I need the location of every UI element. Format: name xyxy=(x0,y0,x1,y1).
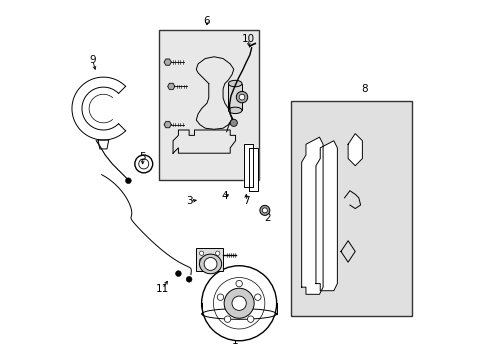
Circle shape xyxy=(217,294,223,300)
Text: 4: 4 xyxy=(221,191,228,201)
Circle shape xyxy=(199,251,203,255)
Circle shape xyxy=(175,271,181,276)
Circle shape xyxy=(224,316,230,322)
Circle shape xyxy=(235,280,242,287)
Text: 3: 3 xyxy=(185,197,192,206)
Circle shape xyxy=(254,294,261,300)
Bar xyxy=(228,84,242,111)
Polygon shape xyxy=(164,59,171,65)
Circle shape xyxy=(236,91,247,103)
Circle shape xyxy=(215,251,220,255)
Text: 5: 5 xyxy=(139,152,146,162)
Polygon shape xyxy=(248,148,258,191)
Text: 8: 8 xyxy=(360,84,366,94)
Text: 7: 7 xyxy=(243,197,249,206)
Circle shape xyxy=(199,258,203,262)
Circle shape xyxy=(230,119,237,126)
Polygon shape xyxy=(301,137,323,294)
Circle shape xyxy=(224,288,254,318)
Text: 6: 6 xyxy=(203,16,210,26)
Bar xyxy=(159,30,258,180)
Polygon shape xyxy=(315,141,337,291)
Circle shape xyxy=(247,316,253,322)
Circle shape xyxy=(125,178,131,184)
Circle shape xyxy=(201,266,276,341)
Ellipse shape xyxy=(228,80,242,87)
Circle shape xyxy=(203,257,217,270)
Text: 10: 10 xyxy=(241,34,254,44)
Text: 2: 2 xyxy=(264,212,270,222)
Polygon shape xyxy=(244,144,253,187)
Polygon shape xyxy=(164,122,171,128)
Circle shape xyxy=(231,296,246,310)
Ellipse shape xyxy=(199,254,221,274)
Bar xyxy=(290,102,411,316)
Circle shape xyxy=(259,205,269,215)
Bar xyxy=(196,248,223,271)
Polygon shape xyxy=(347,134,362,166)
Text: 9: 9 xyxy=(89,55,96,65)
Circle shape xyxy=(215,258,220,262)
Polygon shape xyxy=(167,83,175,90)
Circle shape xyxy=(239,94,244,100)
Circle shape xyxy=(186,276,192,282)
Ellipse shape xyxy=(228,107,242,113)
Text: 11: 11 xyxy=(155,284,169,294)
Circle shape xyxy=(262,208,267,213)
Text: 1: 1 xyxy=(232,337,239,346)
